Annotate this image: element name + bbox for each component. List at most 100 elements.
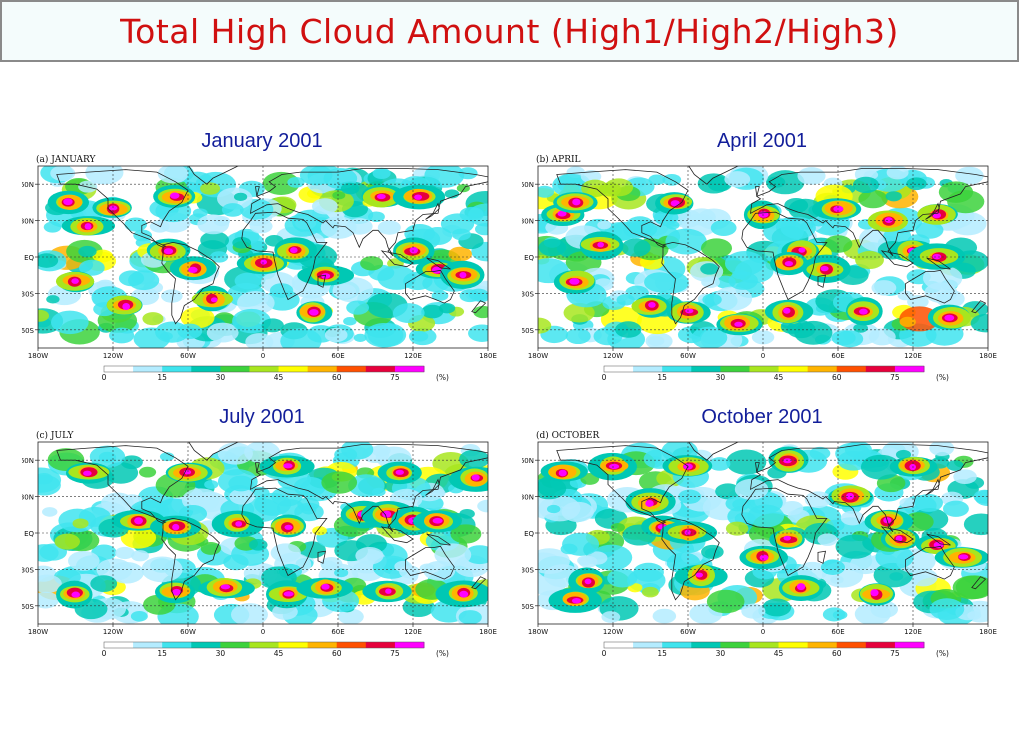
- lon-tick-label: 180W: [28, 628, 48, 636]
- lat-tick-label: 30S: [522, 290, 535, 298]
- lon-tick-label: 120E: [404, 628, 422, 636]
- colorbar-tick-label: 60: [832, 373, 842, 382]
- lon-tick-label: 60W: [680, 352, 696, 360]
- lon-tick-label: 120E: [904, 628, 922, 636]
- colorbar-tick-label: 75: [390, 373, 400, 382]
- colorbar-tick-label: 75: [890, 649, 900, 658]
- panel-title: January 2001: [201, 130, 323, 152]
- colorbar-tick-label: 30: [716, 373, 726, 382]
- panel-title: April 2001: [716, 130, 808, 152]
- lon-tick-label: 120W: [603, 628, 623, 636]
- cloud-map-january: (a) JANUARY 60N 30N EQ 30S 60S 180W 120W 60W 0 60E…: [22, 152, 502, 392]
- lat-tick-label: 60N: [522, 181, 534, 189]
- panel-label: (a) JANUARY: [36, 154, 97, 165]
- lon-tick-label: 0: [261, 628, 265, 636]
- colorbar-tick-label: 30: [716, 649, 726, 658]
- lon-tick-label: 60E: [331, 352, 344, 360]
- lon-tick-label: 180W: [528, 352, 548, 360]
- lat-tick-label: EQ: [524, 530, 534, 538]
- panel-october: October 2001 (d) OCTOBER 60N 30N EQ 30S 60S 18…: [522, 406, 1002, 668]
- panel-label: (d) OCTOBER: [536, 430, 599, 441]
- colorbar-tick-label: 0: [102, 373, 107, 382]
- lon-tick-label: 0: [261, 352, 265, 360]
- cloud-field: [38, 166, 488, 348]
- colorbar: [603, 641, 925, 649]
- colorbar: [103, 365, 425, 373]
- lat-tick-label: 60N: [22, 457, 34, 465]
- colorbar-tick-label: 0: [602, 373, 607, 382]
- panel-title: July 2001: [219, 406, 305, 428]
- lat-tick-label: EQ: [24, 254, 34, 262]
- cloud-map-october: (d) OCTOBER 60N 30N EQ 30S 60S 180W 120W 60W 0 60E…: [522, 428, 1002, 668]
- lon-tick-label: 60E: [331, 628, 344, 636]
- lon-tick-label: 120E: [904, 352, 922, 360]
- lon-tick-label: 120W: [103, 352, 123, 360]
- lon-tick-label: 180E: [979, 352, 997, 360]
- title-banner: Total High Cloud Amount (High1/High2/Hig…: [0, 0, 1019, 62]
- colorbar-tick-label: 0: [102, 649, 107, 658]
- lon-tick-label: 120W: [103, 628, 123, 636]
- colorbar-tick-label: 60: [832, 649, 842, 658]
- lat-tick-label: 30N: [522, 494, 534, 502]
- lon-tick-label: 120E: [404, 352, 422, 360]
- colorbar-unit: (%): [936, 373, 949, 382]
- panel-july: July 2001 (c) JULY 60N 30N EQ 30S 60S 180W 120W…: [22, 406, 502, 668]
- lon-tick-label: 180E: [479, 352, 497, 360]
- lat-tick-label: 30N: [522, 218, 534, 226]
- page-title: Total High Cloud Amount (High1/High2/Hig…: [120, 11, 899, 51]
- lon-tick-label: 180E: [479, 628, 497, 636]
- colorbar-tick-label: 75: [890, 373, 900, 382]
- colorbar-tick-label: 15: [657, 373, 667, 382]
- colorbar-tick-label: 45: [274, 373, 284, 382]
- cloud-field: [538, 166, 988, 348]
- cloud-field: [538, 442, 988, 624]
- lon-tick-label: 60W: [180, 628, 196, 636]
- lon-tick-label: 0: [761, 628, 765, 636]
- colorbar: [603, 365, 925, 373]
- colorbar-tick-label: 45: [774, 649, 784, 658]
- colorbar-unit: (%): [436, 373, 449, 382]
- colorbar-tick-label: 30: [216, 373, 226, 382]
- colorbar-tick-label: 60: [332, 373, 342, 382]
- lon-tick-label: 180W: [528, 628, 548, 636]
- colorbar-tick-label: 60: [332, 649, 342, 658]
- lat-tick-label: 30S: [522, 566, 535, 574]
- lat-tick-label: 60S: [22, 603, 35, 611]
- cloud-map-july: (c) JULY 60N 30N EQ 30S 60S 180W 120W 60W 0 60E 120…: [22, 428, 502, 668]
- lon-tick-label: 120W: [603, 352, 623, 360]
- colorbar: [103, 641, 425, 649]
- panel-january: January 2001 (a) JANUARY 60N 30N EQ 30S 60S 18…: [22, 130, 502, 392]
- lat-tick-label: 30S: [22, 566, 35, 574]
- lon-tick-label: 60W: [180, 352, 196, 360]
- colorbar-unit: (%): [436, 649, 449, 658]
- lat-tick-label: 60S: [522, 603, 535, 611]
- lat-tick-label: 60N: [22, 181, 34, 189]
- lat-tick-label: EQ: [24, 530, 34, 538]
- colorbar-tick-label: 15: [157, 649, 167, 658]
- colorbar-tick-label: 45: [274, 649, 284, 658]
- lon-tick-label: 180W: [28, 352, 48, 360]
- panel-april: April 2001 (b) APRIL 60N 30N EQ 30S 60S 180W 12…: [522, 130, 1002, 392]
- lat-tick-label: 30S: [22, 290, 35, 298]
- lon-tick-label: 60E: [831, 628, 844, 636]
- lat-tick-label: 30N: [22, 494, 34, 502]
- lon-tick-label: 180E: [979, 628, 997, 636]
- lat-tick-label: 30N: [22, 218, 34, 226]
- colorbar-tick-label: 75: [390, 649, 400, 658]
- lon-tick-label: 60W: [680, 628, 696, 636]
- lat-tick-label: 60S: [522, 327, 535, 335]
- lon-tick-label: 60E: [831, 352, 844, 360]
- panel-title: October 2001: [701, 406, 823, 428]
- lat-tick-label: 60S: [22, 327, 35, 335]
- colorbar-unit: (%): [936, 649, 949, 658]
- cloud-field: [38, 442, 488, 624]
- colorbar-tick-label: 15: [657, 649, 667, 658]
- colorbar-tick-label: 0: [602, 649, 607, 658]
- panel-label: (c) JULY: [36, 430, 75, 441]
- cloud-map-april: (b) APRIL 60N 30N EQ 30S 60S 180W 120W 60W 0 60E 12…: [522, 152, 1002, 392]
- colorbar-tick-label: 15: [157, 373, 167, 382]
- lat-tick-label: 60N: [522, 457, 534, 465]
- colorbar-tick-label: 45: [774, 373, 784, 382]
- lat-tick-label: EQ: [524, 254, 534, 262]
- lon-tick-label: 0: [761, 352, 765, 360]
